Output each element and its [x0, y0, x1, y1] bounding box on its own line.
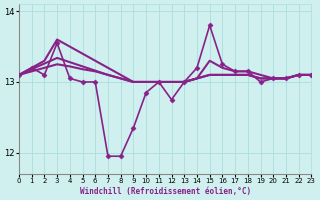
X-axis label: Windchill (Refroidissement éolien,°C): Windchill (Refroidissement éolien,°C): [80, 187, 251, 196]
